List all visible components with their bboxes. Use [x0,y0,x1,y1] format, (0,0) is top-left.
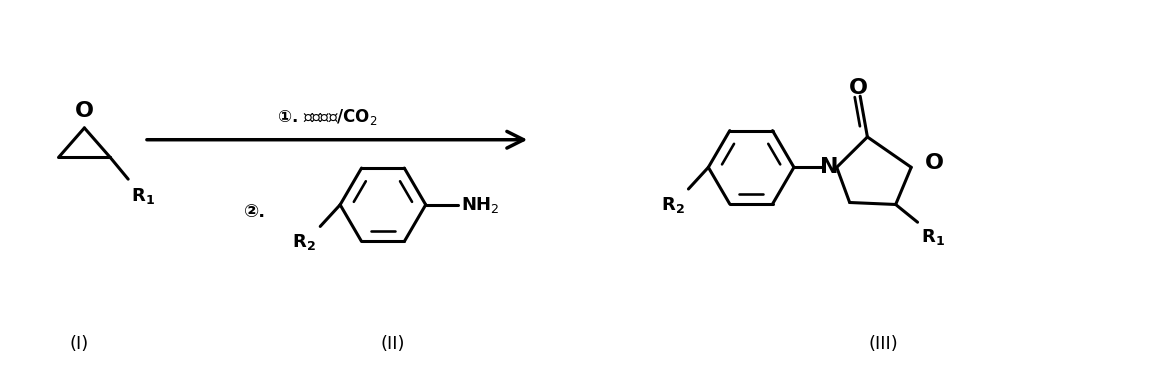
Text: NH$_2$: NH$_2$ [461,195,499,215]
Text: (III): (III) [869,334,899,352]
Text: $\mathbf{R_2}$: $\mathbf{R_2}$ [293,232,316,252]
Text: O: O [75,101,94,121]
Text: $\mathbf{R_2}$: $\mathbf{R_2}$ [661,195,685,215]
Text: O: O [925,153,944,173]
Text: $\mathbf{R_1}$: $\mathbf{R_1}$ [920,227,944,247]
Text: (II): (II) [380,334,406,352]
Text: $\mathbf{R_1}$: $\mathbf{R_1}$ [131,186,155,206]
Text: ①. 离子液体/CO$_2$: ①. 离子液体/CO$_2$ [277,107,377,127]
Text: ②.: ②. [244,203,265,221]
Text: N: N [819,157,838,177]
Text: (I): (I) [70,334,88,352]
Text: O: O [849,78,869,98]
